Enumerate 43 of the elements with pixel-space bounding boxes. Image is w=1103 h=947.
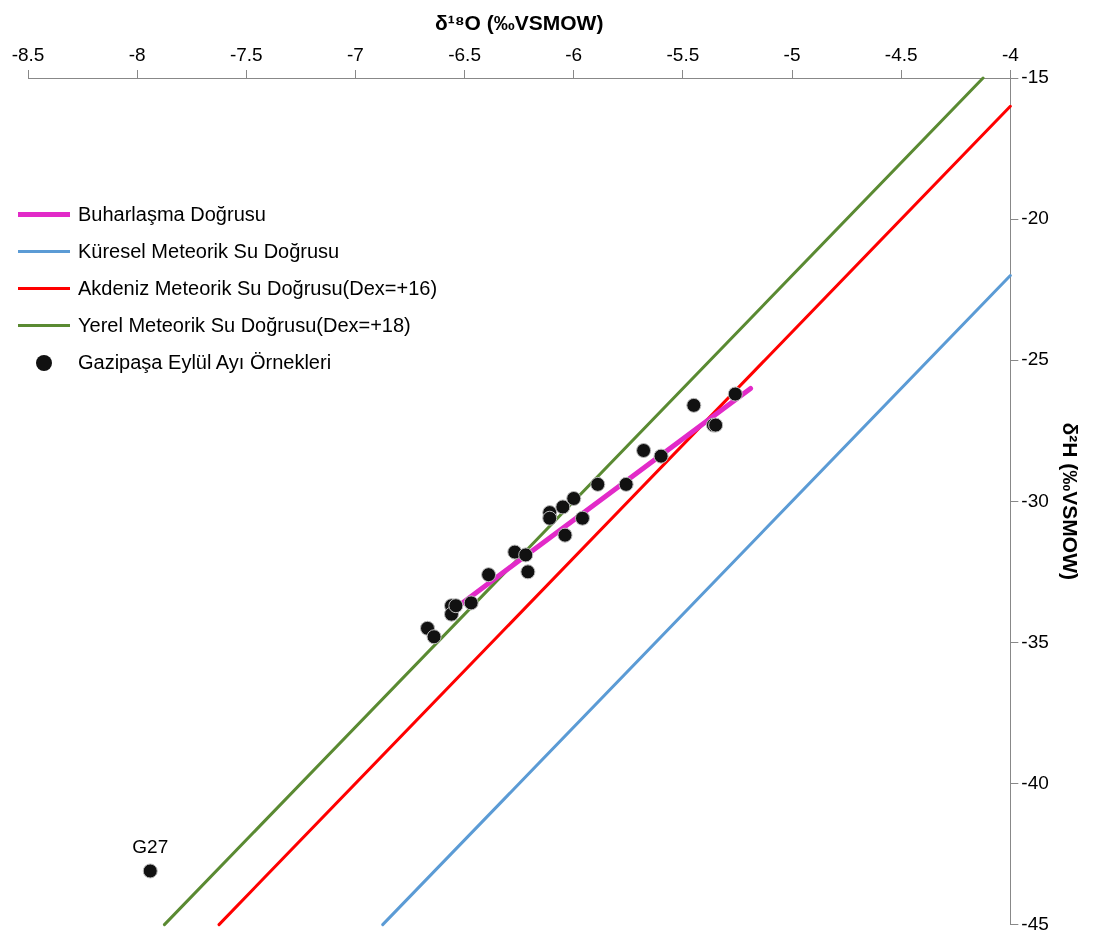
x-tick-label: -5.5 (666, 43, 700, 65)
legend-label: Yerel Meteorik Su Doğrusu(Dex=+18) (78, 314, 411, 337)
point (518, 547, 534, 563)
point (520, 564, 536, 580)
y-axis-title: δ²H (‰VSMOW) (1058, 422, 1082, 580)
legend-label: Küresel Meteorik Su Doğrusu (78, 240, 340, 263)
point (448, 598, 464, 614)
y-tick-label: -30 (1021, 489, 1049, 511)
point (426, 629, 442, 645)
point (557, 527, 573, 543)
point (542, 510, 558, 526)
legend-label: Akdeniz Meteorik Su Doğrusu(Dex=+16) (78, 277, 438, 300)
x-axis-title: δ¹⁸O (‰VSMOW) (434, 11, 604, 35)
point (566, 490, 582, 506)
x-tick-label: -8 (128, 43, 146, 65)
x-tick-label: -4.5 (884, 43, 918, 65)
point (636, 443, 652, 458)
y-tick-label: -45 (1021, 912, 1049, 934)
legend-label: Buharlaşma Doğrusu (78, 203, 266, 226)
x-tick-label: -5 (783, 43, 801, 65)
x-tick-label: -7 (346, 43, 364, 65)
x-tick-label: -4 (1001, 43, 1020, 65)
x-tick-label: -8.5 (11, 43, 45, 65)
point (590, 476, 606, 492)
point (481, 567, 497, 583)
point (555, 499, 571, 515)
point (727, 386, 743, 402)
y-tick-label: -20 (1021, 207, 1049, 229)
y-tick-label: -25 (1021, 348, 1049, 370)
legend-label: Gazipaşa Eylül Ayı Örnekleri (78, 351, 332, 374)
y-tick-label: -15 (1021, 66, 1049, 88)
x-tick-label: -7.5 (229, 43, 263, 65)
y-tick-label: -40 (1021, 771, 1049, 793)
point (463, 595, 479, 611)
point (574, 510, 590, 526)
x-tick-label: -6 (565, 43, 583, 65)
point (142, 863, 158, 879)
point (686, 397, 702, 413)
point (653, 448, 669, 464)
x-tick-label: -6.5 (448, 43, 481, 65)
annotation: G27 (132, 835, 169, 857)
point (618, 476, 634, 492)
y-tick-label: -35 (1021, 630, 1049, 652)
